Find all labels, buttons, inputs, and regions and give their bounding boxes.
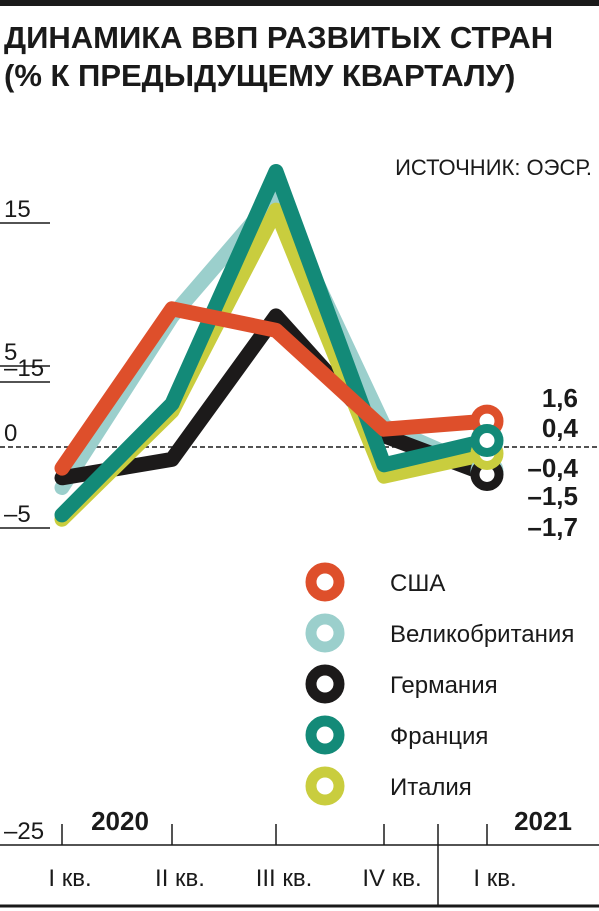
end-value-label: –1,7: [527, 512, 578, 542]
x-axis: I кв. II кв. III кв. IV кв. I кв. 2020 2021: [0, 806, 599, 908]
end-value-labels: 1,60,4 –0,4–1,5–1,7: [527, 383, 578, 542]
y-tick-label: 15: [4, 196, 31, 223]
legend-marker: [305, 613, 345, 653]
legend-label: США: [390, 570, 445, 597]
y-tick-label: –15: [4, 355, 44, 382]
x-tick-label: III кв.: [256, 865, 313, 892]
legend-label: Великобритания: [390, 621, 574, 648]
series-lines: [54, 164, 495, 527]
legend-marker: [305, 562, 345, 602]
legend-marker: [305, 766, 345, 806]
year-label: 2021: [514, 806, 572, 836]
chart-title-line1: ДИНАМИКА ВВП РАЗВИТЫХ СТРАН: [4, 20, 553, 55]
x-tick-label: II кв.: [155, 865, 205, 892]
axes-layer: 15 5 0 –5 –15 –25: [0, 196, 599, 845]
end-value-label: –0,4: [527, 453, 578, 483]
end-markers: [470, 404, 504, 491]
end-value-label: –1,5: [527, 481, 578, 511]
legend-label: Германия: [390, 672, 498, 699]
legend-label: Италия: [390, 774, 472, 801]
legend-label: Франция: [390, 723, 488, 750]
series-line-США: [54, 301, 495, 476]
series-line-Франция: [54, 164, 495, 523]
top-rule: [0, 0, 599, 6]
legend: США Великобритания Германия Франция Италия: [305, 562, 574, 806]
y-tick-label: –5: [4, 501, 31, 528]
end-marker-Франция: [470, 424, 504, 457]
chart-title-line2: (% К ПРЕДЫДУЩЕМУ КВАРТАЛУ): [4, 58, 515, 93]
end-value-label: 1,6: [542, 383, 578, 413]
x-tick-label: I кв.: [48, 865, 91, 892]
end-value-label: 0,4: [542, 413, 579, 443]
year-label: 2020: [91, 806, 149, 836]
source-note: ИСТОЧНИК: ОЭСР.: [395, 155, 592, 180]
x-tick-label: I кв.: [473, 865, 516, 892]
legend-marker: [305, 664, 345, 704]
y-tick-label: 5: [4, 339, 17, 366]
y-tick-label: –25: [4, 818, 44, 845]
series-line-Германия: [54, 308, 495, 486]
legend-marker: [305, 715, 345, 755]
y-tick-label: 0: [4, 420, 17, 447]
x-tick-label: IV кв.: [362, 865, 421, 892]
